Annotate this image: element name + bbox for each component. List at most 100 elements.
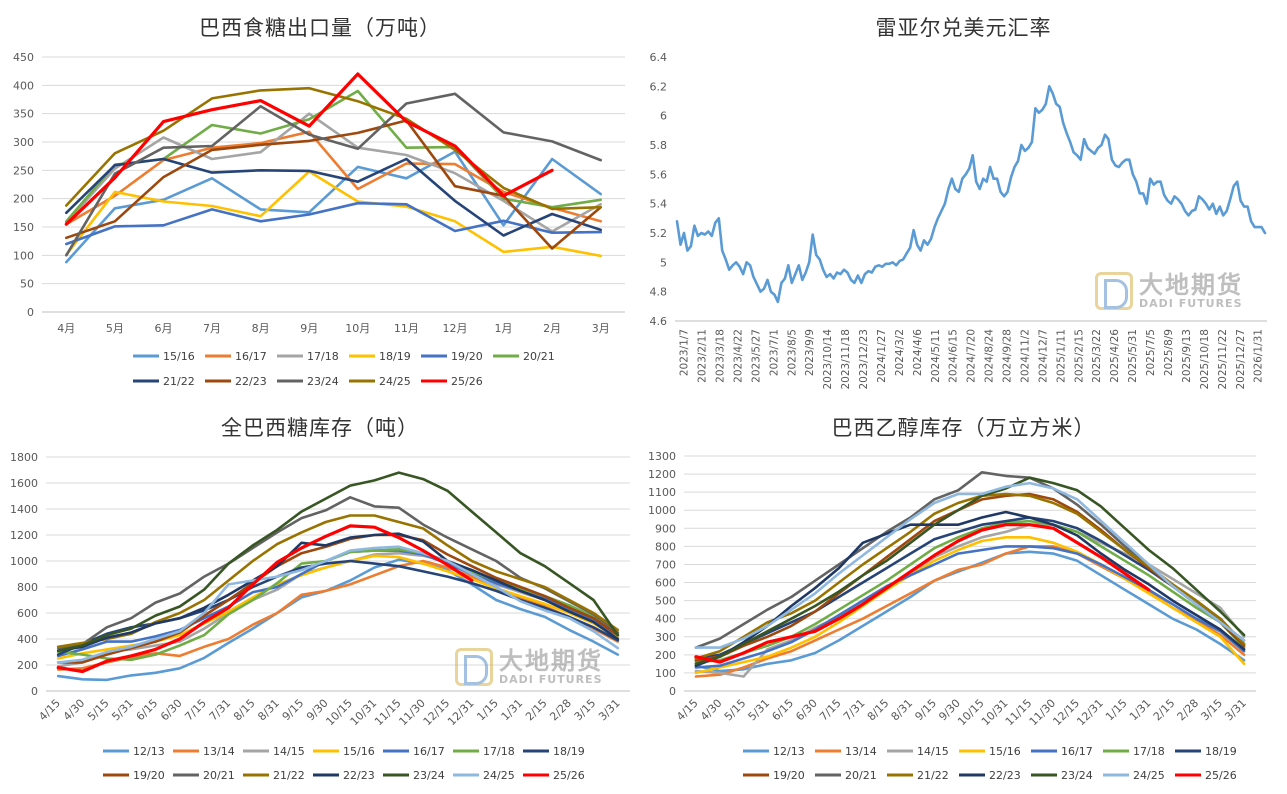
legend-label: 12/13: [133, 745, 165, 758]
y-tick-label: 5: [660, 256, 667, 269]
x-tick-label: 2025/12/27: [1235, 329, 1247, 390]
x-tick-label: 2023/4/22: [732, 329, 744, 383]
x-tick-label: 8/31: [255, 697, 282, 724]
x-tick-label: 12/31: [445, 697, 477, 729]
x-tick-label: 2026/1/31: [1253, 329, 1265, 383]
legend-label: 16/17: [235, 350, 267, 363]
legend-label: 22/23: [989, 769, 1021, 782]
x-tick-label: 2/28: [1175, 697, 1202, 724]
x-tick-label: 1月: [495, 322, 513, 335]
y-tick-label: 200: [13, 193, 34, 206]
series-line-21-22: [65, 157, 603, 237]
x-tick-label: 10月: [345, 322, 370, 335]
x-tick-label: 2023/3/18: [715, 329, 727, 383]
y-tick-label: 0: [31, 685, 38, 698]
x-tick-label: 3月: [592, 322, 610, 335]
x-tick-label: 2024/9/28: [1002, 329, 1014, 383]
watermark-cn: 大地期货: [1139, 270, 1243, 299]
y-tick-label: 400: [655, 613, 676, 626]
y-tick-label: 400: [13, 79, 34, 92]
x-tick-label: 2024/7/20: [966, 329, 978, 383]
x-tick-label: 2023/5/27: [750, 329, 762, 383]
y-tick-label: 800: [17, 581, 38, 594]
x-tick-label: 2023/12/23: [858, 329, 870, 390]
x-tick-label: 7/15: [817, 697, 844, 724]
y-tick-label: 1200: [10, 529, 38, 542]
y-tick-label: 50: [20, 278, 34, 291]
watermark-logo: 大地期货 DADI FUTURES: [1095, 272, 1243, 310]
x-tick-label: 7/31: [841, 697, 868, 724]
fx-series-line: [675, 85, 1267, 304]
series-line-15-16: [65, 150, 603, 264]
legend-label: 23/24: [1061, 769, 1093, 782]
y-tick-label: 5.8: [650, 139, 668, 152]
legend-label: 15/16: [343, 745, 375, 758]
y-tick-label: 200: [17, 659, 38, 672]
x-tick-label: 9/15: [280, 697, 307, 724]
x-tick-label: 2025/1/11: [1055, 329, 1067, 383]
x-tick-label: 9月: [300, 322, 318, 335]
y-tick-label: 600: [17, 607, 38, 620]
x-tick-label: 5/31: [109, 697, 136, 724]
chart-sugar-stock-panel: 全巴西糖库存（吨） 0 200 400 600 800 1000 1200 1400 1600 1…: [0, 400, 640, 794]
series-line-24-25: [56, 545, 620, 664]
y-tick-label: 300: [13, 136, 34, 149]
legend-label: 17/18: [307, 350, 339, 363]
legend-label: 14/15: [273, 745, 305, 758]
x-tick-label: 4/15: [674, 697, 701, 724]
x-tick-label: 10/15: [323, 697, 355, 729]
series-line-18-19: [65, 170, 603, 258]
x-tick-label: 6/15: [134, 697, 161, 724]
x-tick-label: 2024/4/6: [912, 329, 924, 376]
legend-label: 24/25: [483, 769, 515, 782]
x-tick-label: 8/15: [231, 697, 258, 724]
x-tick-label: 2025/10/18: [1199, 329, 1211, 390]
x-tick-label: 1/31: [499, 697, 526, 724]
x-tick-label: 1/15: [474, 697, 501, 724]
series-line-13-14: [56, 559, 620, 671]
y-tick-label: 1400: [10, 503, 38, 516]
series-line-23-24: [65, 92, 603, 257]
y-tick-label: 900: [655, 522, 676, 535]
series-line-19-20: [65, 201, 603, 246]
chart-title: 全巴西糖库存（吨）: [221, 416, 419, 440]
x-tick-label: 11/30: [396, 697, 428, 729]
legend-label: 25/26: [451, 375, 483, 388]
x-tick-label: 11月: [394, 322, 419, 335]
x-tick-label: 1/15: [1103, 697, 1130, 724]
x-tick-label: 2025/3/22: [1091, 329, 1103, 383]
sugar-stock-chart: 0 200 400 600 800 1000 1200 1400 1600 1800 4/154/3…: [10, 451, 630, 782]
ethanol-stock-chart: 0 100 200 300 400 500 600 700 800 900 1000 1100 1200…: [648, 450, 1256, 782]
y-tick-label: 150: [13, 221, 34, 234]
y-tick-label: 6.2: [650, 80, 668, 93]
logo-icon: [1095, 272, 1133, 310]
series-line-12-13: [56, 558, 620, 682]
legend-label: 19/20: [451, 350, 483, 363]
chart-title: 巴西乙醇库存（万立方米）: [831, 416, 1096, 440]
x-tick-label: 5/15: [722, 697, 749, 724]
x-tick-label: 2023/8/5: [786, 329, 798, 376]
x-tick-label: 2025/5/31: [1127, 329, 1139, 383]
y-tick-label: 450: [13, 51, 34, 64]
legend-label: 21/22: [917, 769, 949, 782]
y-tick-label: 700: [655, 558, 676, 571]
y-tick-label: 4.6: [650, 315, 668, 328]
legend-label: 23/24: [307, 375, 339, 388]
x-tick-label: 3/31: [1222, 697, 1249, 724]
x-tick-label: 2023/1/7: [679, 329, 691, 376]
series-line-25-26: [64, 72, 554, 226]
legend-label: 24/25: [379, 375, 411, 388]
y-tick-label: 1000: [648, 504, 676, 517]
x-tick-label: 12/31: [1074, 697, 1106, 729]
x-tick-label: 10/15: [955, 697, 987, 729]
x-tick-label: 9/15: [912, 697, 939, 724]
x-tick-label: 12月: [442, 322, 467, 335]
legend-label: 23/24: [413, 769, 445, 782]
y-tick-label: 250: [13, 164, 34, 177]
y-tick-label: 500: [655, 595, 676, 608]
x-tick-label: 4/30: [61, 697, 88, 724]
legend-label: 18/19: [379, 350, 411, 363]
x-tick-label: 2024/6/15: [948, 329, 960, 383]
x-tick-label: 6/30: [793, 697, 820, 724]
y-tick-label: 1600: [10, 477, 38, 490]
